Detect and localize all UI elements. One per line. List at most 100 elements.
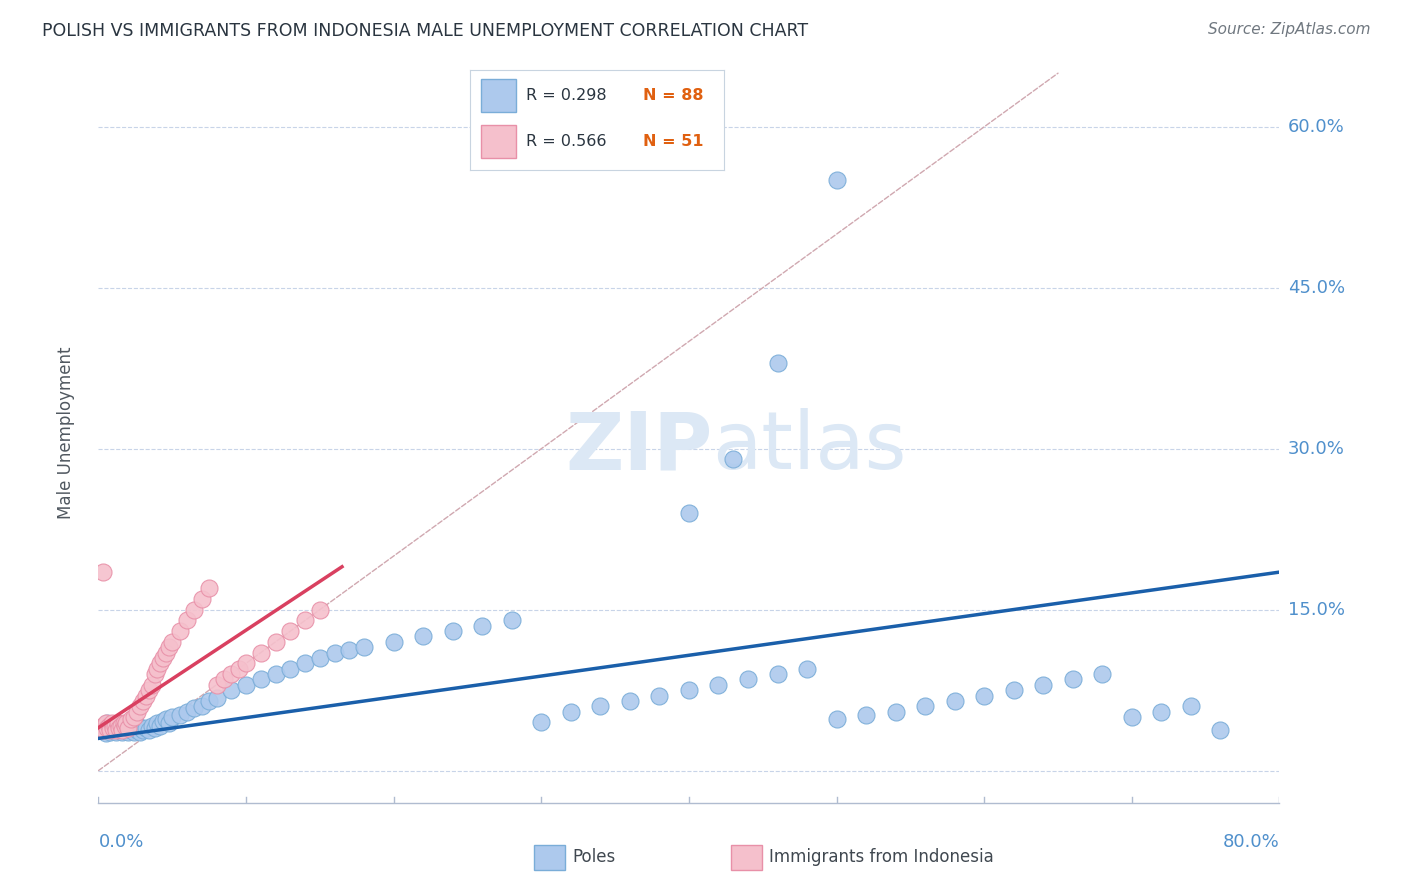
Point [122,725,145,739]
Point [143,721,166,735]
Point [1180,699,1202,714]
Point [135,721,157,735]
Point [648,689,671,703]
Point [132,723,155,737]
Point [1209,723,1232,737]
Point [155,646,177,660]
Point [149,657,172,671]
Point [91,723,114,737]
Text: POLISH VS IMMIGRANTS FROM INDONESIA MALE UNEMPLOYMENT CORRELATION CHART: POLISH VS IMMIGRANTS FROM INDONESIA MALE… [42,22,808,40]
Point [110,718,132,732]
Point [1002,683,1025,698]
Point [122,710,145,724]
Point [128,699,150,714]
Point [90,721,112,735]
Point [169,707,191,722]
Point [104,718,127,732]
Point [589,699,612,714]
Point [205,690,228,705]
Point [560,705,582,719]
Point [117,725,139,739]
Point [339,643,361,657]
Text: 30.0%: 30.0% [1288,440,1344,458]
Point [98,723,121,737]
Point [100,716,122,731]
Point [766,356,789,370]
Point [766,667,789,681]
Point [169,624,191,639]
Point [707,678,730,692]
Point [114,723,136,737]
Point [441,624,464,639]
Text: atlas: atlas [713,409,907,486]
Point [678,506,700,520]
Point [176,614,198,628]
Point [100,721,122,735]
Y-axis label: Male Unemployment: Male Unemployment [56,346,75,519]
Point [294,614,316,628]
Point [121,718,143,732]
Point [353,640,375,655]
Text: 45.0%: 45.0% [1288,279,1346,297]
Text: 80.0%: 80.0% [1223,833,1279,851]
Point [678,683,700,698]
Point [228,662,250,676]
Point [146,662,169,676]
Text: Source: ZipAtlas.com: Source: ZipAtlas.com [1208,22,1371,37]
Point [141,718,163,732]
Point [111,725,134,739]
Point [221,667,243,681]
Point [132,694,155,708]
Point [323,646,346,660]
Point [108,721,131,735]
Point [105,723,128,737]
Point [104,723,127,737]
Point [111,723,134,737]
Point [191,591,214,606]
Point [825,712,848,726]
Point [124,721,146,735]
Point [135,689,157,703]
Point [96,721,118,735]
Point [855,707,877,722]
Point [264,667,287,681]
Point [723,452,745,467]
Point [973,689,995,703]
Point [183,701,205,715]
Point [157,640,180,655]
Point [127,718,149,732]
Point [162,710,183,724]
Point [112,721,135,735]
Point [737,673,759,687]
Point [96,716,118,731]
Point [198,694,221,708]
Point [183,602,205,616]
Point [107,721,129,735]
Point [155,712,177,726]
Point [125,723,148,737]
Point [250,646,273,660]
Point [129,721,152,735]
Point [117,721,139,735]
Point [138,683,160,698]
Point [120,712,142,726]
Point [103,721,125,735]
Point [146,716,169,731]
Point [530,715,553,730]
Point [143,667,166,681]
Point [943,694,966,708]
Point [89,723,111,737]
Point [221,683,243,698]
Point [91,718,114,732]
Point [294,657,316,671]
Point [250,673,273,687]
Point [235,657,257,671]
Point [382,635,405,649]
Point [125,705,148,719]
Point [280,662,302,676]
Point [1062,673,1084,687]
Point [90,721,112,735]
Point [138,723,160,737]
Point [114,718,136,732]
Point [235,678,257,692]
